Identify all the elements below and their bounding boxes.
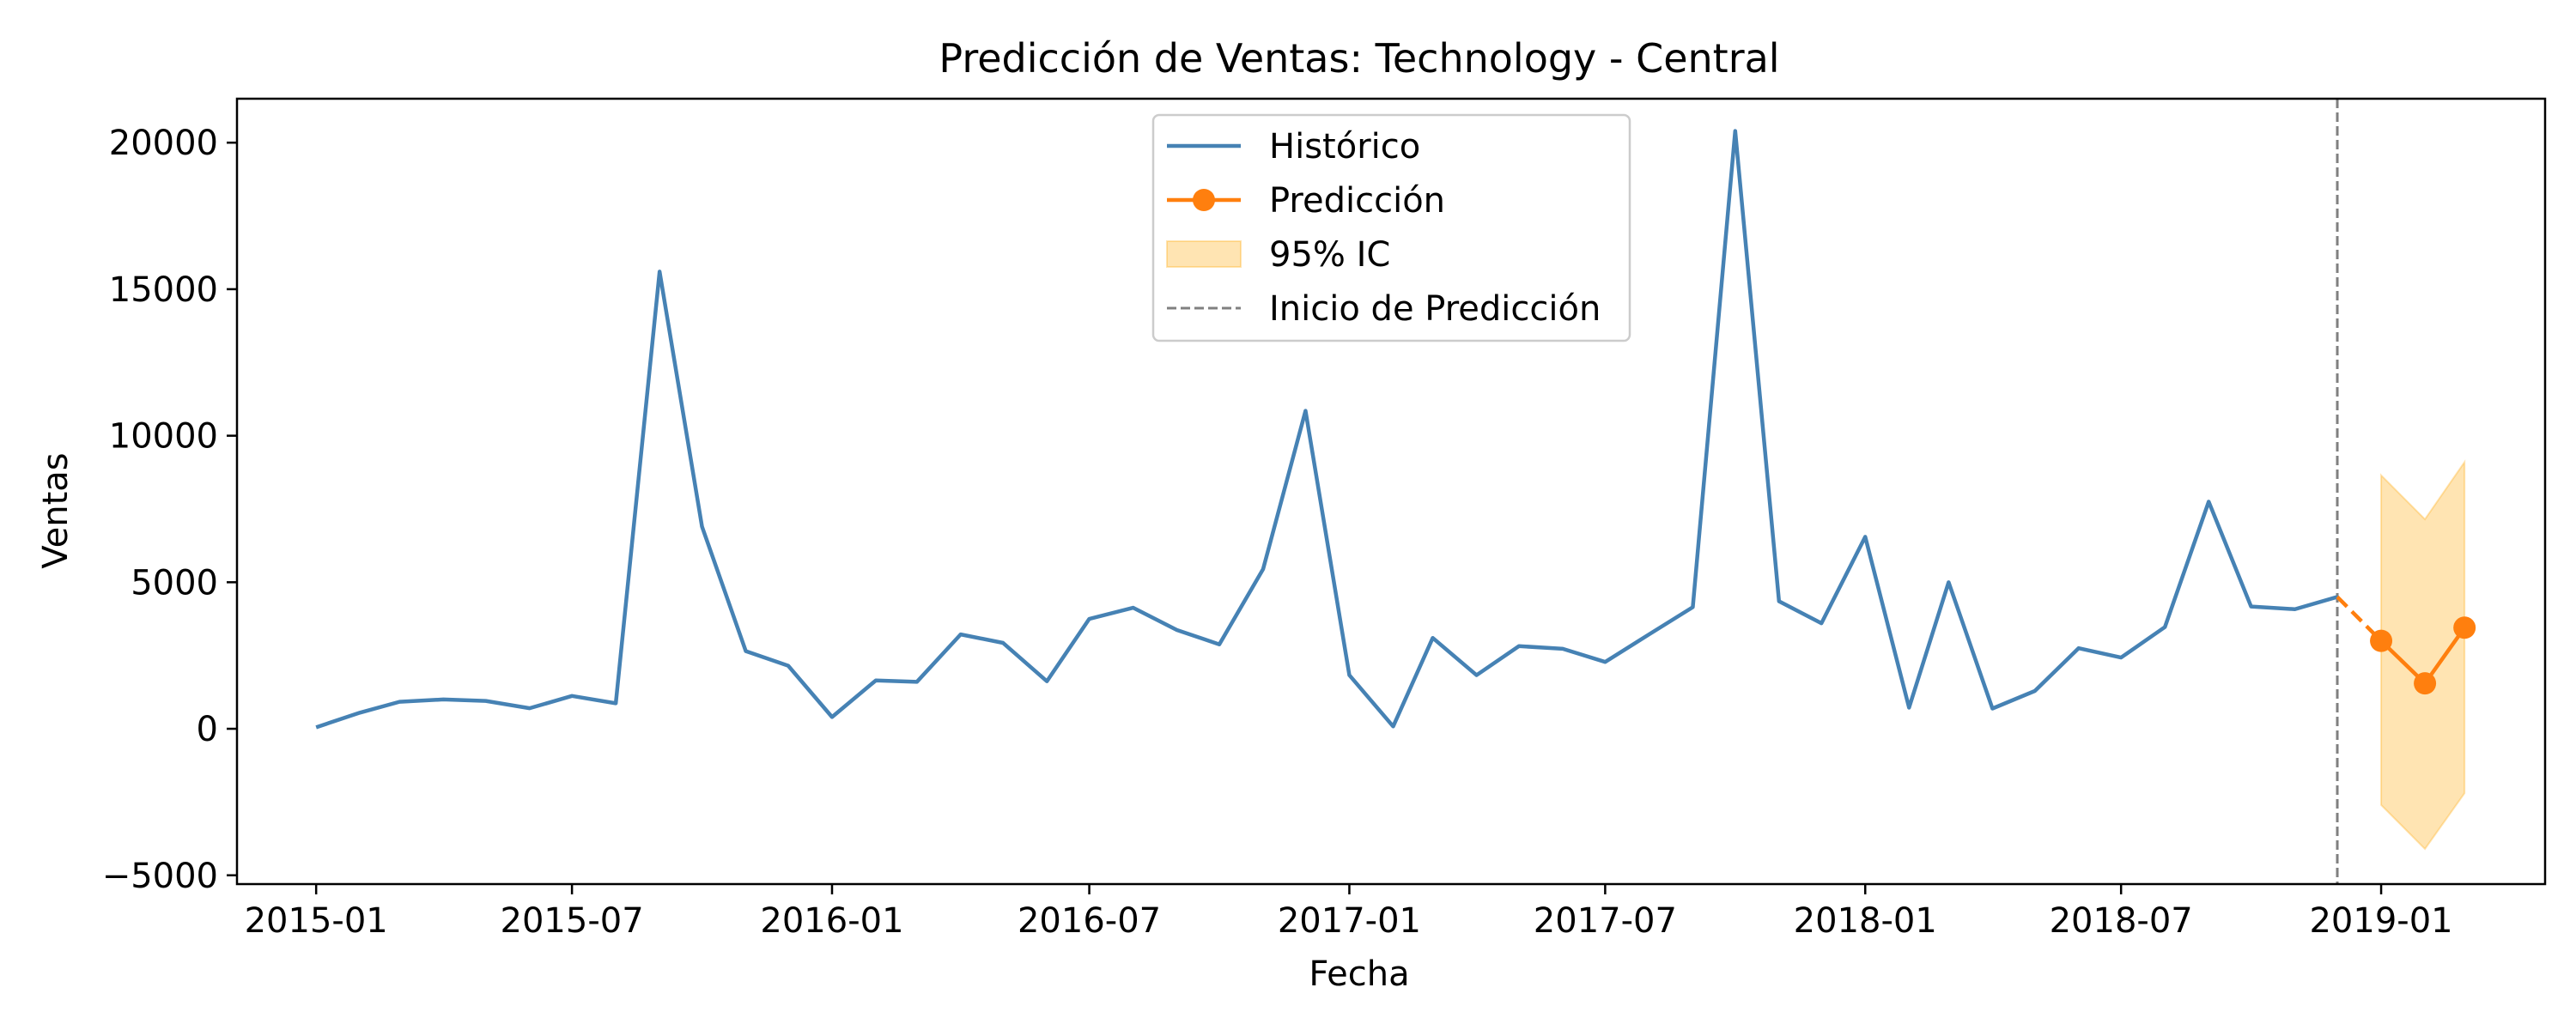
legend-marker-prediccion (1193, 189, 1215, 211)
x-tick-label: 2018-07 (2050, 901, 2193, 941)
x-tick-label: 2016-07 (1018, 901, 1161, 941)
y-tick-label: 20000 (109, 124, 218, 163)
y-tick-label: 0 (197, 710, 218, 749)
prediction-point (2453, 616, 2476, 639)
x-tick-label: 2018-01 (1794, 901, 1937, 941)
y-axis-label: Ventas (36, 452, 76, 568)
legend-handle-band (1166, 240, 1242, 268)
confidence-band (2380, 459, 2466, 851)
plot-area (315, 99, 2476, 884)
x-tick-label: 2015-01 (245, 901, 388, 941)
x-axis-label: Fecha (1309, 954, 1409, 994)
legend-label-band: 95% IC (1269, 235, 1390, 275)
x-tick-label: 2016-01 (760, 901, 903, 941)
x-tick-label: 2015-07 (501, 901, 644, 941)
axes: 2015-01 2015-07 2016-01 2016-07 2017-01 2017-… (102, 124, 2453, 941)
legend: Histórico Predicción 95% IC Inicio de Predi… (1151, 113, 1631, 342)
y-tick-label: 10000 (109, 417, 218, 457)
prediction-point (2414, 672, 2437, 695)
legend-label-historico: Histórico (1269, 127, 1420, 167)
prediction-point (2370, 629, 2393, 652)
plot-frame (235, 97, 2547, 886)
series-line-historico (315, 129, 2338, 730)
y-tick-label: 15000 (109, 270, 218, 310)
y-tick-label: −5000 (102, 857, 218, 896)
x-tick-label: 2019-01 (2309, 901, 2452, 941)
legend-label-prediction-start: Inicio de Predicción (1269, 289, 1601, 329)
legend-box (1151, 113, 1631, 342)
x-tick-label: 2017-01 (1278, 901, 1421, 941)
x-tick-label: 2017-07 (1534, 901, 1677, 941)
chart-title: Predicción de Ventas: Technology - Centr… (939, 35, 1779, 82)
legend-label-prediccion: Predicción (1269, 181, 1445, 221)
y-tick-label: 5000 (131, 563, 218, 603)
